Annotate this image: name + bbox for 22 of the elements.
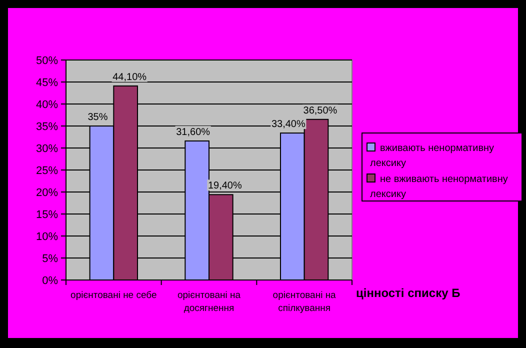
y-tick-label: 40% (36, 98, 58, 111)
y-tick-label: 5% (42, 252, 58, 265)
y-tick-label: 15% (36, 208, 58, 221)
data-label: 31,60% (176, 126, 210, 138)
data-label: 44,10% (112, 72, 147, 83)
x-tick-label: орієнтовані на спілкування (272, 290, 337, 314)
x-tick-label: орієнтовані на досягнення (177, 290, 242, 314)
y-tick-label: 45% (36, 76, 58, 89)
y-tick-label: 10% (36, 230, 58, 243)
y-tick-label: 30% (36, 142, 58, 155)
y-tick-label: 50% (36, 54, 58, 67)
y-tick-label: 35% (36, 120, 58, 133)
data-label: 35% (88, 112, 108, 123)
data-label: 33,40% (271, 119, 306, 130)
y-tick-label: 25% (36, 164, 58, 177)
data-label: 19,40% (208, 180, 242, 192)
data-label: 36,50% (303, 105, 338, 116)
x-tick-label: орієнтовані не себе (70, 290, 157, 301)
y-tick-label: 20% (36, 186, 58, 199)
x-axis-title: цінності списку Б (356, 286, 461, 300)
y-tick-label: 0% (42, 274, 58, 287)
legend-label: не вживають ненормативну лексику (370, 174, 508, 200)
